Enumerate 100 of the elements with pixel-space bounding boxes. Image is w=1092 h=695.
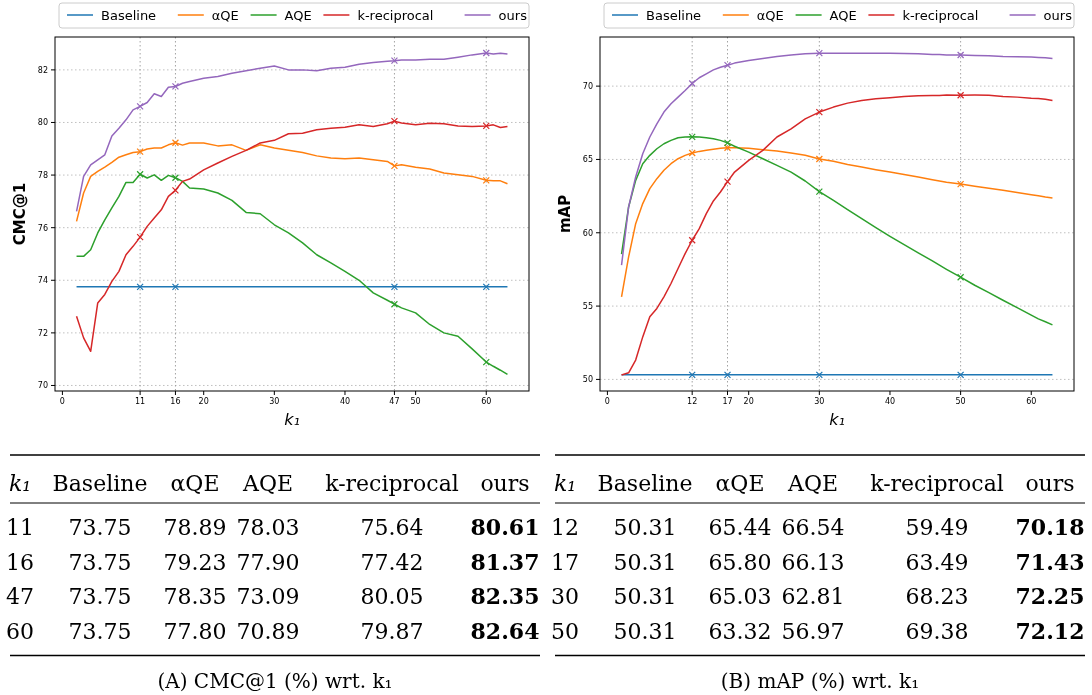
text: 81.37: [470, 548, 540, 575]
line-series: [75, 173, 509, 376]
point: [482, 358, 490, 366]
text: 65.44: [708, 515, 772, 540]
text: 71.43: [1015, 548, 1085, 575]
point: [390, 283, 399, 291]
point: [957, 273, 965, 281]
text: 66.54: [781, 515, 845, 540]
line-series: [75, 141, 509, 223]
text: 69.38: [905, 618, 969, 644]
category-label: k-reciprocal: [325, 471, 459, 496]
y-tick-label: 72: [37, 328, 48, 338]
y-axis-title: mAP: [556, 194, 574, 234]
text: 75.64: [360, 515, 424, 540]
point: [957, 180, 965, 188]
x-tick-label: 40: [884, 397, 896, 406]
y-tick-label: 78: [37, 171, 48, 181]
x-tick-label: 16: [170, 397, 181, 406]
text: 66.13: [781, 549, 845, 575]
text: 50.31: [613, 515, 677, 540]
point: [171, 186, 180, 194]
x-tick-label: 47: [389, 397, 400, 406]
category-label: 16: [6, 549, 34, 575]
text: 73.75: [68, 515, 132, 540]
category-label: Baseline: [597, 471, 693, 496]
x-tick-label: 40: [339, 397, 351, 406]
x-tick-label: 0: [604, 397, 610, 406]
point: [815, 108, 823, 116]
point: [171, 139, 180, 147]
legend-label: k-reciprocal: [357, 8, 434, 23]
x-tick-label: 20: [743, 397, 754, 406]
line-series: [620, 146, 1054, 298]
text: 72.25: [1015, 583, 1085, 609]
line-series: [620, 136, 1054, 326]
category-label: k-reciprocal: [870, 471, 1004, 496]
text: 62.81: [781, 584, 845, 609]
x-tick-label: 60: [481, 397, 492, 406]
text: 77.42: [360, 549, 424, 575]
point: [957, 91, 965, 99]
text: (A) CMC@1 (%) wrt. k₁: [157, 669, 393, 693]
point: [723, 144, 732, 152]
point: [815, 49, 823, 57]
y-tick-label: 65: [582, 155, 593, 165]
y-tick-label: 76: [37, 223, 48, 233]
point: [815, 187, 823, 196]
x-tick-label: 30: [814, 397, 825, 406]
text: 80.61: [470, 514, 540, 540]
text: 79.87: [360, 618, 424, 644]
legend-label: AQE: [829, 8, 857, 23]
category-label: αQE: [715, 471, 765, 496]
point: [136, 148, 144, 156]
point: [171, 174, 180, 182]
text: 56.97: [781, 618, 845, 644]
legend-label: Baseline: [646, 8, 702, 23]
legend-label: Baseline: [101, 8, 157, 23]
point: [390, 162, 399, 170]
category-label: 11: [6, 515, 34, 540]
legend-label: k-reciprocal: [902, 8, 979, 23]
point: [688, 79, 696, 88]
point: [171, 283, 180, 291]
point: [390, 117, 399, 125]
point: [957, 51, 965, 59]
x-tick-label: 60: [1026, 397, 1037, 406]
point: [723, 61, 732, 69]
text: 73.75: [68, 584, 132, 609]
text: 70.89: [236, 618, 300, 644]
point: [688, 149, 696, 157]
text: 72.12: [1015, 617, 1085, 644]
text: 78.35: [163, 584, 227, 609]
category-label: ours: [480, 471, 530, 496]
text: 73.75: [68, 618, 132, 644]
x-axis-title: k₁: [284, 410, 300, 429]
y-tick-label: 80: [37, 118, 48, 128]
y-tick-label: 60: [582, 228, 593, 238]
y-tick-label: 70: [582, 82, 593, 92]
category-label: 17: [551, 549, 579, 575]
category-label: Baseline: [52, 471, 148, 496]
point: [482, 122, 490, 130]
legend-label: αQE: [756, 8, 784, 23]
text: 65.80: [708, 549, 772, 575]
text: 82.64: [470, 617, 540, 644]
point: [723, 371, 732, 379]
text: 78.89: [163, 515, 227, 540]
y-tick-label: 82: [37, 65, 48, 75]
point: [815, 155, 823, 163]
y-tick-label: 50: [582, 375, 593, 385]
text: k₁: [8, 471, 32, 496]
category-label: 30: [551, 584, 579, 609]
text: 73.75: [68, 549, 132, 575]
y-tick-label: 55: [582, 302, 593, 312]
x-axis-title: k₁: [829, 410, 845, 429]
point: [957, 371, 965, 379]
text: 79.23: [163, 549, 227, 575]
category-label: AQE: [242, 471, 293, 496]
legend-label: αQE: [211, 8, 239, 23]
category-label: 47: [6, 584, 34, 609]
category-label: AQE: [787, 471, 838, 496]
x-tick-label: 17: [722, 397, 733, 406]
x-tick-label: 11: [135, 397, 146, 406]
text: 73.09: [236, 584, 300, 609]
